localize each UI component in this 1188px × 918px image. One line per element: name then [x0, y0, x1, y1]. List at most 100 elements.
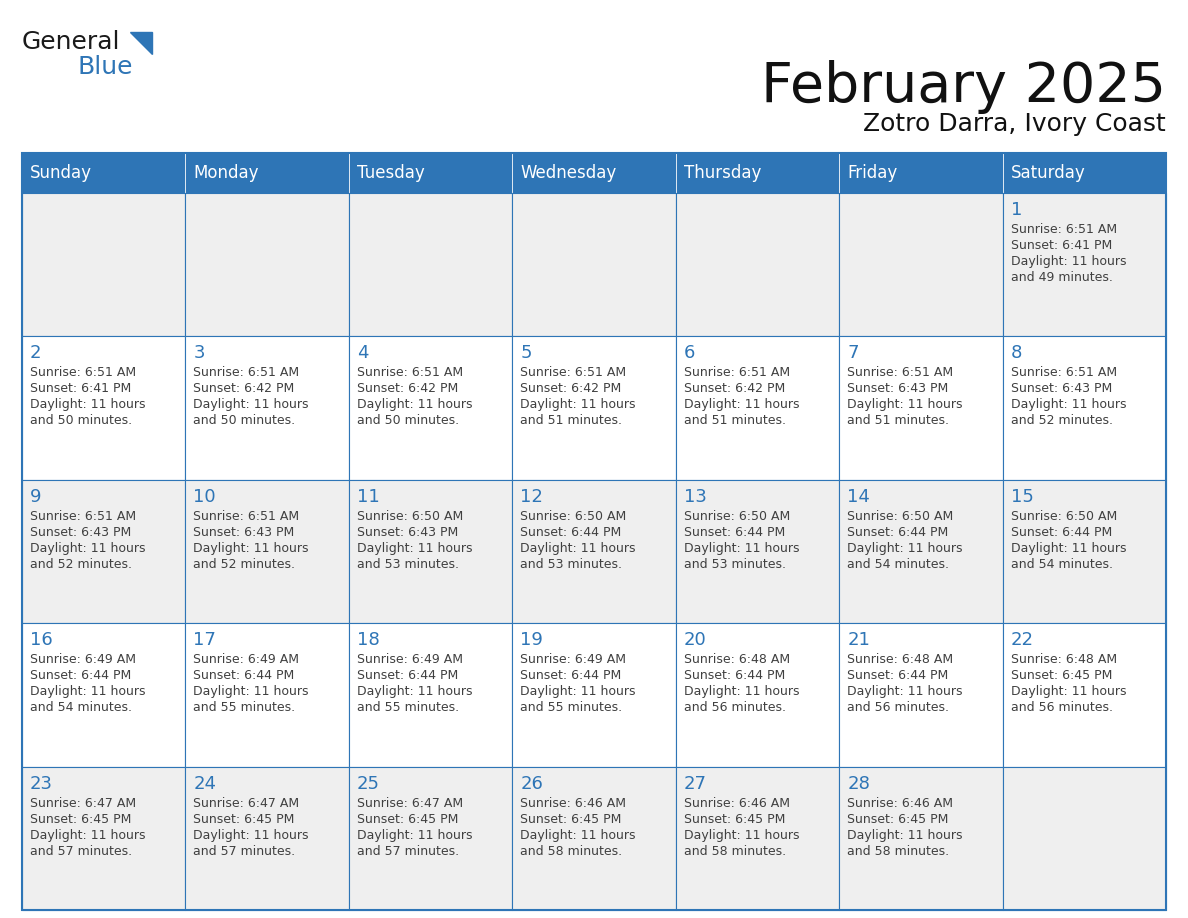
Text: 16: 16: [30, 632, 52, 649]
Text: Daylight: 11 hours: Daylight: 11 hours: [847, 542, 962, 554]
Text: Sunrise: 6:51 AM: Sunrise: 6:51 AM: [356, 366, 463, 379]
Text: 15: 15: [1011, 487, 1034, 506]
Text: Daylight: 11 hours: Daylight: 11 hours: [1011, 542, 1126, 554]
Text: 27: 27: [684, 775, 707, 792]
Bar: [1003, 153, 1165, 193]
Text: 13: 13: [684, 487, 707, 506]
Bar: [1003, 480, 1165, 623]
Text: 10: 10: [194, 487, 216, 506]
Text: Daylight: 11 hours: Daylight: 11 hours: [684, 398, 800, 411]
Bar: [512, 336, 676, 480]
Text: Zotro Darra, Ivory Coast: Zotro Darra, Ivory Coast: [864, 112, 1165, 136]
Text: 24: 24: [194, 775, 216, 792]
Text: Sunrise: 6:51 AM: Sunrise: 6:51 AM: [194, 366, 299, 379]
Bar: [23, 336, 185, 480]
Text: Daylight: 11 hours: Daylight: 11 hours: [847, 398, 962, 411]
Text: 6: 6: [684, 344, 695, 363]
Text: Sunrise: 6:50 AM: Sunrise: 6:50 AM: [1011, 509, 1117, 522]
Text: and 50 minutes.: and 50 minutes.: [356, 414, 459, 428]
Text: 22: 22: [1011, 632, 1034, 649]
Bar: [185, 767, 349, 910]
Text: 17: 17: [194, 632, 216, 649]
Text: Sunset: 6:44 PM: Sunset: 6:44 PM: [194, 669, 295, 682]
Text: Daylight: 11 hours: Daylight: 11 hours: [356, 685, 473, 699]
Text: Sunset: 6:43 PM: Sunset: 6:43 PM: [356, 526, 459, 539]
Text: Sunset: 6:44 PM: Sunset: 6:44 PM: [684, 669, 785, 682]
Text: and 56 minutes.: and 56 minutes.: [1011, 701, 1113, 714]
Text: and 57 minutes.: and 57 minutes.: [30, 845, 132, 857]
Text: Daylight: 11 hours: Daylight: 11 hours: [30, 398, 145, 411]
Bar: [1003, 193, 1165, 336]
Text: Sunset: 6:44 PM: Sunset: 6:44 PM: [847, 526, 948, 539]
Bar: [23, 153, 185, 193]
Text: Sunrise: 6:48 AM: Sunrise: 6:48 AM: [847, 654, 953, 666]
Text: Daylight: 11 hours: Daylight: 11 hours: [356, 398, 473, 411]
Text: Sunset: 6:45 PM: Sunset: 6:45 PM: [520, 812, 621, 825]
Text: and 53 minutes.: and 53 minutes.: [684, 558, 785, 571]
Bar: [185, 153, 349, 193]
Text: and 52 minutes.: and 52 minutes.: [194, 558, 296, 571]
Bar: [839, 767, 1003, 910]
Bar: [23, 153, 1165, 910]
Text: Sunrise: 6:50 AM: Sunrise: 6:50 AM: [356, 509, 463, 522]
Text: Daylight: 11 hours: Daylight: 11 hours: [30, 542, 145, 554]
Text: and 58 minutes.: and 58 minutes.: [520, 845, 623, 857]
Text: and 58 minutes.: and 58 minutes.: [847, 845, 949, 857]
Text: 8: 8: [1011, 344, 1022, 363]
Text: 25: 25: [356, 775, 380, 792]
Text: Sunrise: 6:51 AM: Sunrise: 6:51 AM: [847, 366, 953, 379]
Text: 7: 7: [847, 344, 859, 363]
Text: Daylight: 11 hours: Daylight: 11 hours: [684, 829, 800, 842]
Text: Daylight: 11 hours: Daylight: 11 hours: [520, 542, 636, 554]
Bar: [1003, 623, 1165, 767]
Text: Sunrise: 6:50 AM: Sunrise: 6:50 AM: [684, 509, 790, 522]
Text: 19: 19: [520, 632, 543, 649]
Text: Sunset: 6:44 PM: Sunset: 6:44 PM: [520, 669, 621, 682]
Text: Sunset: 6:41 PM: Sunset: 6:41 PM: [30, 383, 131, 396]
Text: 11: 11: [356, 487, 380, 506]
Text: and 57 minutes.: and 57 minutes.: [356, 845, 459, 857]
Bar: [349, 336, 512, 480]
Text: Friday: Friday: [847, 164, 897, 182]
Text: 21: 21: [847, 632, 870, 649]
Bar: [1003, 767, 1165, 910]
Bar: [676, 153, 839, 193]
Text: Sunset: 6:43 PM: Sunset: 6:43 PM: [847, 383, 948, 396]
Text: and 56 minutes.: and 56 minutes.: [847, 701, 949, 714]
Text: Sunset: 6:45 PM: Sunset: 6:45 PM: [847, 812, 948, 825]
Text: and 51 minutes.: and 51 minutes.: [520, 414, 623, 428]
Text: and 58 minutes.: and 58 minutes.: [684, 845, 785, 857]
Text: and 57 minutes.: and 57 minutes.: [194, 845, 296, 857]
Bar: [676, 767, 839, 910]
Text: Daylight: 11 hours: Daylight: 11 hours: [356, 542, 473, 554]
Text: Sunset: 6:43 PM: Sunset: 6:43 PM: [1011, 383, 1112, 396]
Text: Sunset: 6:42 PM: Sunset: 6:42 PM: [194, 383, 295, 396]
Text: Sunrise: 6:47 AM: Sunrise: 6:47 AM: [194, 797, 299, 810]
Bar: [23, 193, 185, 336]
Text: Daylight: 11 hours: Daylight: 11 hours: [194, 829, 309, 842]
Text: and 55 minutes.: and 55 minutes.: [520, 701, 623, 714]
Text: Sunrise: 6:50 AM: Sunrise: 6:50 AM: [520, 509, 626, 522]
Bar: [512, 153, 676, 193]
Polygon shape: [129, 32, 152, 54]
Bar: [676, 623, 839, 767]
Text: Sunrise: 6:49 AM: Sunrise: 6:49 AM: [194, 654, 299, 666]
Text: Sunrise: 6:46 AM: Sunrise: 6:46 AM: [520, 797, 626, 810]
Text: and 55 minutes.: and 55 minutes.: [194, 701, 296, 714]
Text: and 50 minutes.: and 50 minutes.: [194, 414, 296, 428]
Text: Sunrise: 6:51 AM: Sunrise: 6:51 AM: [684, 366, 790, 379]
Text: Sunrise: 6:46 AM: Sunrise: 6:46 AM: [684, 797, 790, 810]
Text: Daylight: 11 hours: Daylight: 11 hours: [194, 542, 309, 554]
Text: Sunset: 6:44 PM: Sunset: 6:44 PM: [1011, 526, 1112, 539]
Bar: [185, 480, 349, 623]
Text: 5: 5: [520, 344, 532, 363]
Text: Daylight: 11 hours: Daylight: 11 hours: [520, 685, 636, 699]
Text: Sunset: 6:44 PM: Sunset: 6:44 PM: [520, 526, 621, 539]
Text: 1: 1: [1011, 201, 1022, 219]
Text: Sunrise: 6:51 AM: Sunrise: 6:51 AM: [194, 509, 299, 522]
Text: and 54 minutes.: and 54 minutes.: [30, 701, 132, 714]
Text: Blue: Blue: [77, 55, 133, 79]
Text: Sunrise: 6:50 AM: Sunrise: 6:50 AM: [847, 509, 954, 522]
Bar: [839, 336, 1003, 480]
Text: and 53 minutes.: and 53 minutes.: [520, 558, 623, 571]
